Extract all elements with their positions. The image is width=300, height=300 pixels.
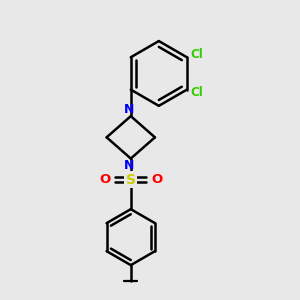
Text: Cl: Cl xyxy=(190,48,203,61)
Text: S: S xyxy=(126,173,136,187)
Text: N: N xyxy=(124,159,134,172)
Text: O: O xyxy=(152,173,163,186)
Text: N: N xyxy=(124,103,134,116)
Text: O: O xyxy=(99,173,110,186)
Text: Cl: Cl xyxy=(190,86,203,99)
